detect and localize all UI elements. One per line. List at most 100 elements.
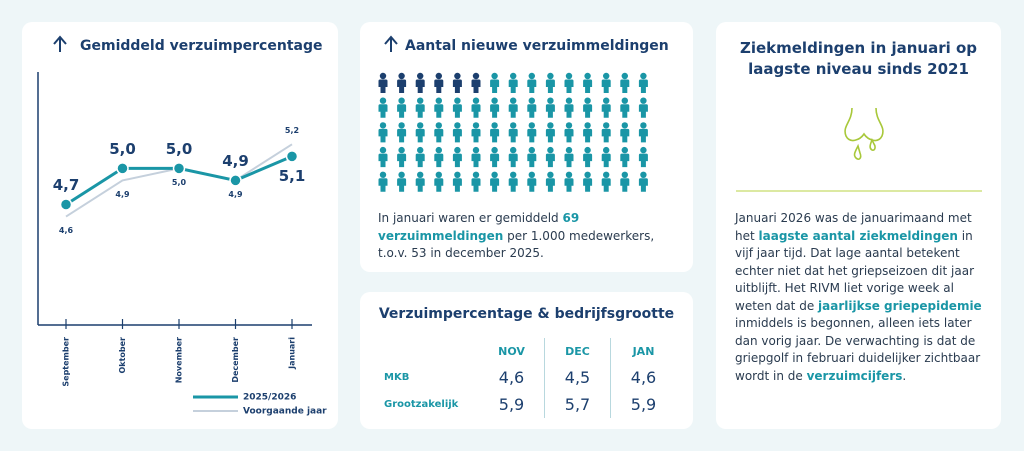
person-icon bbox=[601, 153, 611, 168]
person-icon bbox=[378, 79, 388, 93]
person-icon bbox=[378, 104, 388, 118]
person-icon bbox=[603, 97, 610, 104]
cell: 5,9 bbox=[630, 395, 657, 414]
person-icon bbox=[565, 146, 573, 154]
person-icon bbox=[472, 146, 480, 154]
person-icon bbox=[510, 72, 517, 80]
person-icon bbox=[640, 97, 647, 104]
x-tick-label: Januari bbox=[288, 337, 297, 370]
person-icon bbox=[472, 97, 480, 104]
person-icon bbox=[491, 97, 498, 104]
value-label: 5,0 bbox=[166, 140, 193, 158]
person-icon bbox=[640, 146, 647, 154]
person-icon bbox=[472, 122, 480, 129]
person-icon bbox=[510, 122, 517, 129]
person-icon bbox=[415, 79, 425, 93]
person-icon bbox=[510, 146, 517, 154]
person-icon bbox=[603, 146, 610, 154]
value-label: 4,9 bbox=[115, 190, 130, 199]
person-icon bbox=[565, 122, 573, 129]
person-icon bbox=[638, 79, 648, 93]
person-icon bbox=[510, 171, 517, 178]
person-icon bbox=[435, 171, 442, 178]
person-icon bbox=[415, 178, 425, 192]
person-icon bbox=[397, 79, 407, 93]
person-icon bbox=[583, 104, 593, 118]
highlight: verzuimcijfers bbox=[806, 368, 903, 383]
person-icon bbox=[508, 153, 518, 168]
person-icon bbox=[528, 72, 535, 80]
person-icon bbox=[397, 178, 407, 192]
arrow-icon bbox=[53, 35, 398, 52]
person-icon bbox=[621, 72, 628, 80]
person-icon bbox=[638, 128, 648, 143]
legend-label: Voorgaande jaar bbox=[243, 407, 327, 417]
point bbox=[172, 162, 186, 175]
person-icon bbox=[508, 178, 518, 192]
person-icon bbox=[508, 128, 518, 143]
person-icon bbox=[527, 104, 537, 118]
person-icon bbox=[547, 97, 554, 104]
card bbox=[22, 22, 338, 429]
person-icon bbox=[547, 146, 554, 154]
person-icon bbox=[397, 128, 407, 143]
pictogram bbox=[378, 72, 648, 192]
cell: 4,5 bbox=[544, 364, 611, 391]
person-icon bbox=[454, 97, 461, 104]
person-icon bbox=[620, 178, 630, 192]
cell: 4,6 bbox=[630, 368, 657, 387]
person-icon bbox=[620, 79, 630, 93]
person-icon bbox=[379, 122, 387, 129]
person-icon bbox=[452, 104, 462, 118]
table-row: Grootzakelijk 5,9 5,7 5,9 bbox=[384, 391, 676, 418]
person-icon bbox=[435, 97, 442, 104]
person-icon bbox=[584, 72, 591, 80]
person-icon bbox=[583, 153, 593, 168]
point bbox=[229, 174, 242, 187]
person-icon bbox=[640, 72, 647, 80]
person-icon bbox=[638, 178, 648, 192]
text: Januari 2026 was de januarimaand met het bbox=[735, 211, 972, 243]
person-icon bbox=[417, 171, 424, 178]
person-icon bbox=[601, 79, 611, 93]
person-icon bbox=[528, 122, 535, 129]
person-icon bbox=[491, 72, 498, 80]
nose-icon bbox=[844, 107, 884, 160]
person-icon bbox=[379, 146, 387, 154]
person-icon bbox=[527, 153, 537, 168]
person-icon bbox=[638, 153, 648, 168]
person-icon bbox=[454, 72, 461, 80]
person-icon bbox=[584, 171, 591, 178]
person-icon bbox=[545, 128, 555, 143]
person-icon bbox=[565, 72, 573, 80]
person-icon bbox=[454, 171, 461, 178]
person-icon bbox=[378, 178, 388, 192]
person-icon bbox=[415, 153, 425, 168]
person-icon bbox=[435, 72, 442, 80]
chart-title: Gemiddeld verzuimpercentage bbox=[80, 38, 322, 54]
person-icon bbox=[434, 153, 444, 168]
paragraph: Januari 2026 was de januarimaand met het… bbox=[735, 210, 987, 385]
text: per 1.000 medewerkers, t.o.v. 53 in dece… bbox=[378, 228, 655, 261]
person-icon bbox=[510, 97, 517, 104]
person-icon bbox=[417, 146, 424, 154]
person-icon bbox=[398, 122, 405, 129]
x-tick-label: September bbox=[62, 337, 71, 387]
table-row: MKB 4,6 4,5 4,6 bbox=[384, 364, 676, 391]
person-icon bbox=[472, 72, 480, 80]
person-icon bbox=[564, 153, 574, 168]
person-icon bbox=[398, 97, 405, 104]
person-icon bbox=[508, 104, 518, 118]
person-icon bbox=[545, 178, 555, 192]
value-label: 4,6 bbox=[59, 226, 74, 235]
person-icon bbox=[584, 146, 591, 154]
person-icon bbox=[583, 128, 593, 143]
person-icon bbox=[417, 72, 424, 80]
person-icon bbox=[603, 122, 610, 129]
person-icon bbox=[584, 122, 591, 129]
person-icon bbox=[490, 178, 500, 192]
legend-label: 2025/2026 bbox=[243, 393, 296, 403]
person-icon bbox=[620, 153, 630, 168]
person-icon bbox=[545, 79, 555, 93]
person-icon bbox=[379, 171, 387, 178]
